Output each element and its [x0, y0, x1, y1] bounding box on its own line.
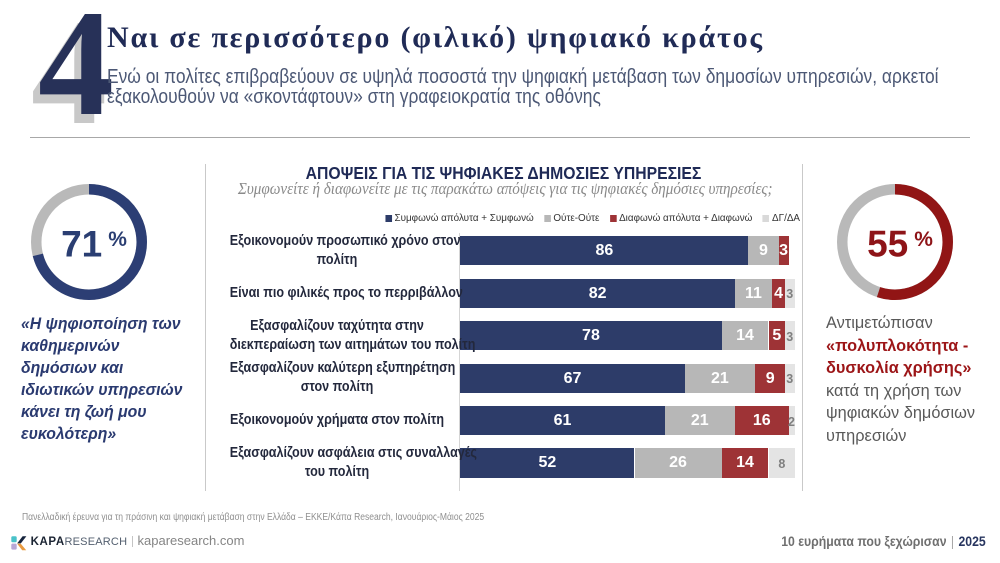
svg-text:71: 71: [61, 224, 102, 265]
svg-text:55: 55: [867, 224, 908, 265]
svg-text:%: %: [108, 228, 127, 251]
svg-text:%: %: [914, 228, 933, 251]
